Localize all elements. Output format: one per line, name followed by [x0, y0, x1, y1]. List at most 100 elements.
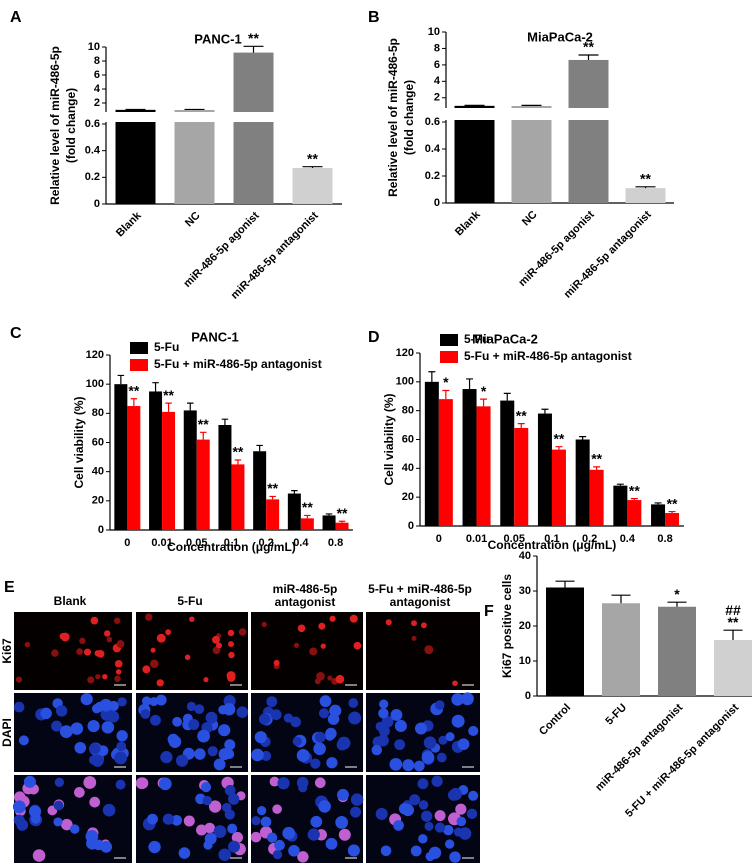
- nucleus: [202, 795, 212, 806]
- bar: [292, 168, 333, 204]
- nucleus: [80, 692, 93, 706]
- legend-label: 5-Fu + miR-486-5p antagonist: [464, 349, 632, 363]
- significance: **: [232, 444, 243, 460]
- nucleus: [314, 678, 321, 685]
- nucleus: [372, 736, 384, 748]
- y-axis-label: Cell viability (%): [382, 393, 396, 485]
- bar: [627, 500, 642, 526]
- bar: [233, 52, 274, 204]
- x-tick-label: 0.05: [504, 533, 525, 545]
- nucleus: [297, 624, 306, 633]
- nucleus: [313, 742, 326, 756]
- y-tick-label: 10: [88, 41, 100, 53]
- error-bar: [517, 423, 525, 428]
- x-tick-label: 0.8: [328, 537, 343, 549]
- nucleus: [452, 680, 458, 687]
- nucleus: [425, 851, 435, 862]
- significance: **: [640, 171, 651, 187]
- y-tick-label: 120: [86, 349, 104, 361]
- nucleus: [227, 823, 238, 834]
- bar: [127, 406, 141, 530]
- nucleus: [414, 722, 428, 735]
- nucleus: [83, 776, 97, 789]
- error-bar: [668, 510, 676, 514]
- y-tick-label: 4: [94, 83, 101, 95]
- nucleus: [158, 777, 172, 791]
- bar: [196, 439, 210, 530]
- y-tick-label: 8: [434, 42, 440, 54]
- error-bar: [541, 408, 549, 414]
- nucleus: [16, 819, 29, 831]
- nucleus: [292, 736, 302, 746]
- nucleus: [336, 788, 349, 801]
- nucleus: [338, 828, 351, 841]
- nucleus: [337, 736, 351, 750]
- nucleus: [325, 837, 338, 850]
- panel-label: A: [10, 9, 22, 26]
- nucleus: [205, 711, 218, 724]
- nucleus: [156, 679, 164, 687]
- nucleus: [136, 777, 149, 790]
- y-axis-label: Cell viability (%): [72, 396, 86, 488]
- bar: [462, 389, 477, 526]
- bar: [424, 381, 439, 526]
- column-label: miR-486-5p: [273, 582, 338, 596]
- y-axis-label: Relative level of miR-486-5p: [48, 46, 62, 205]
- error-bar: [243, 45, 264, 53]
- nucleus: [353, 641, 362, 650]
- significance: **: [302, 499, 313, 515]
- nucleus: [203, 677, 209, 683]
- column-label: 5-Fu: [177, 594, 202, 608]
- nucleus: [218, 848, 231, 861]
- x-tick-label: NC: [520, 209, 540, 229]
- nucleus: [218, 724, 231, 737]
- nucleus: [411, 620, 417, 627]
- bar: [287, 493, 301, 530]
- significance: **: [307, 150, 318, 166]
- bar: [114, 384, 128, 530]
- nucleus: [434, 822, 446, 833]
- nucleus: [335, 674, 345, 684]
- significance: *: [443, 374, 449, 390]
- y-tick-label: 100: [86, 378, 104, 390]
- nucleus: [95, 674, 101, 680]
- nucleus: [270, 709, 282, 721]
- chart-title: MiaPaCa-2: [472, 331, 538, 346]
- nucleus: [194, 748, 206, 760]
- nucleus: [89, 742, 101, 755]
- nucleus: [116, 640, 125, 648]
- nucleus: [468, 725, 479, 736]
- nucleus: [113, 617, 121, 624]
- error-bar: [723, 629, 743, 640]
- nucleus: [261, 621, 267, 628]
- nucleus: [257, 806, 267, 816]
- nucleus: [32, 849, 46, 862]
- nucleus: [451, 693, 464, 706]
- error-bar: [611, 594, 631, 604]
- column-label: antagonist: [275, 595, 336, 609]
- significance: **: [163, 387, 174, 403]
- bar: [253, 451, 267, 530]
- error-bar: [466, 378, 474, 390]
- nucleus: [409, 794, 421, 806]
- nucleus: [183, 815, 195, 827]
- nucleus: [149, 714, 161, 726]
- chart-title: PANC-1: [191, 329, 238, 344]
- nucleus: [51, 649, 59, 657]
- bar: [602, 603, 640, 696]
- nucleus: [114, 751, 128, 765]
- nucleus: [456, 816, 467, 827]
- nucleus: [316, 671, 325, 681]
- nucleus: [329, 615, 336, 622]
- y-tick-label: 2: [94, 97, 100, 109]
- column-label: antagonist: [390, 595, 451, 609]
- significance: **: [337, 505, 348, 521]
- nucleus: [188, 718, 200, 730]
- nucleus: [251, 816, 261, 826]
- bar: [546, 587, 584, 696]
- nucleus: [55, 705, 68, 717]
- nucleus: [319, 695, 332, 708]
- error-bar: [616, 483, 624, 486]
- y-tick-label: 0.6: [425, 116, 440, 128]
